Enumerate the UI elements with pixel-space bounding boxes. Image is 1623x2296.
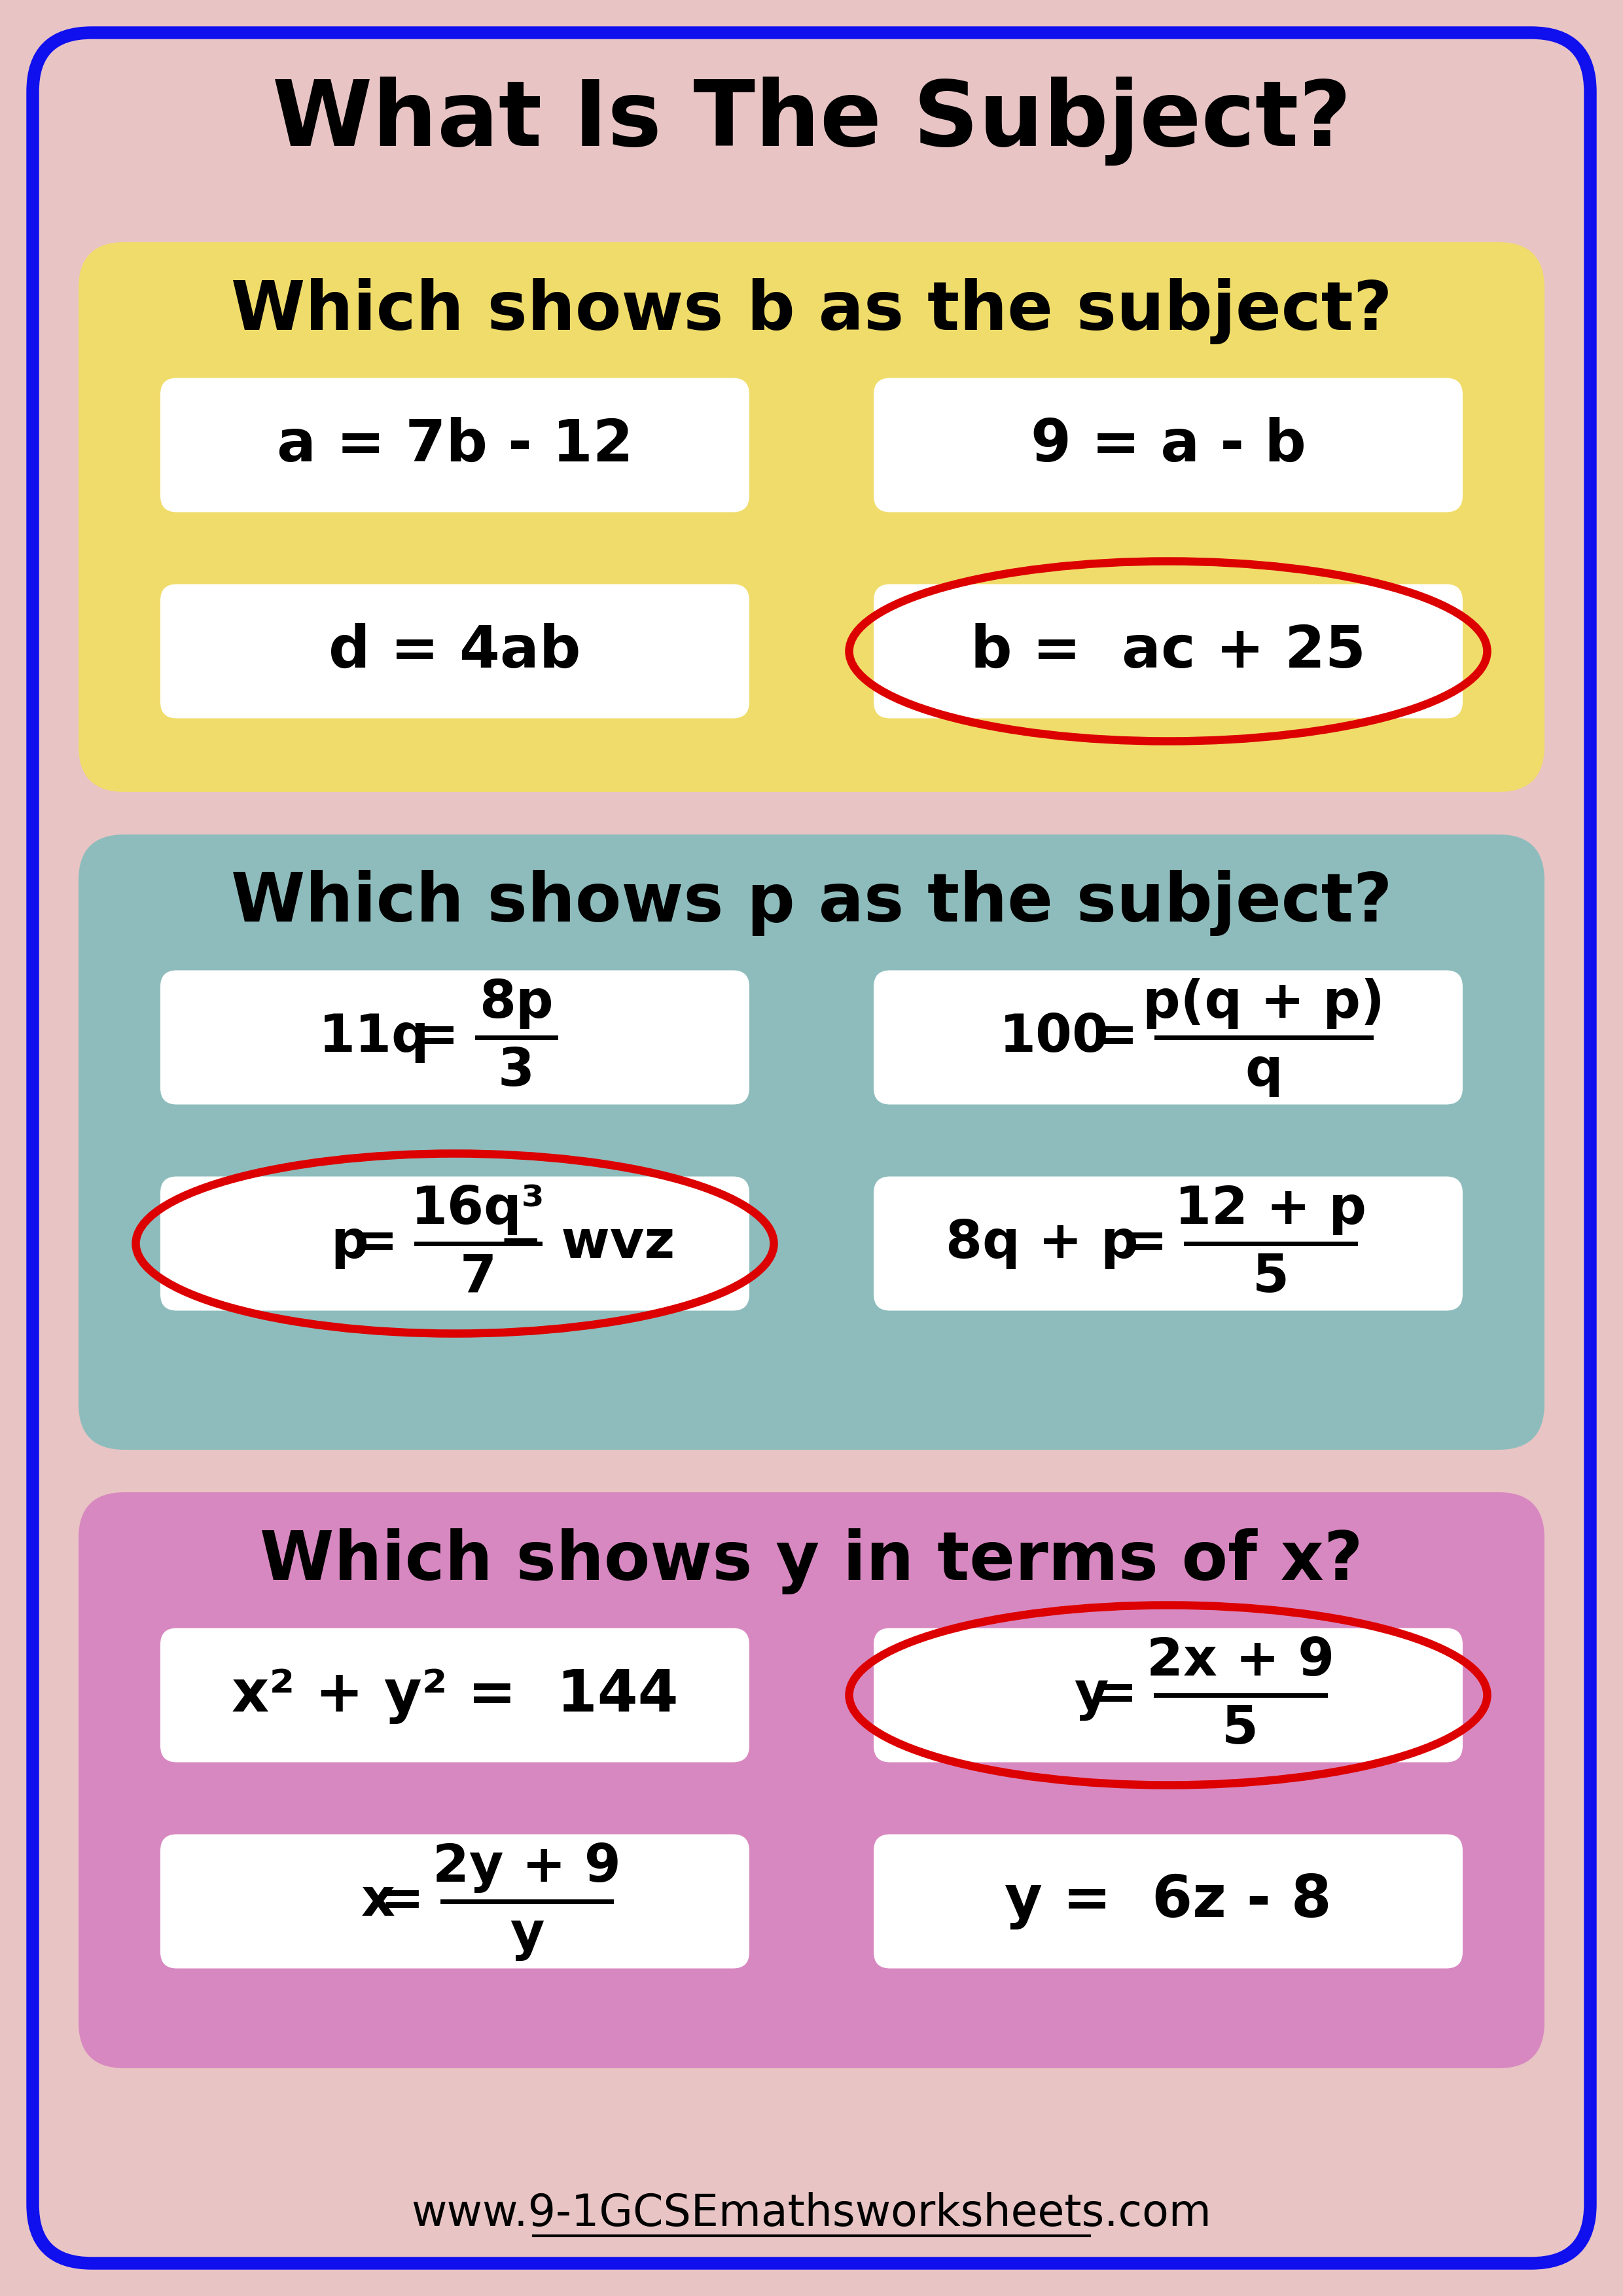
Text: =: =: [1123, 1219, 1167, 1270]
Text: 2y + 9: 2y + 9: [433, 1841, 622, 1892]
Text: − wvz: − wvz: [498, 1219, 675, 1270]
Text: 3: 3: [498, 1047, 534, 1097]
FancyBboxPatch shape: [78, 1492, 1545, 2069]
Text: 11q: 11q: [318, 1013, 430, 1063]
Text: b =  ac + 25: b = ac + 25: [971, 622, 1367, 680]
Text: Which shows p as the subject?: Which shows p as the subject?: [230, 870, 1393, 937]
Text: 100: 100: [1000, 1013, 1109, 1063]
FancyBboxPatch shape: [161, 1835, 750, 1968]
FancyBboxPatch shape: [873, 1176, 1462, 1311]
FancyBboxPatch shape: [873, 1628, 1462, 1763]
Text: 7: 7: [459, 1251, 497, 1304]
Text: x: x: [360, 1876, 394, 1926]
Text: q: q: [1245, 1047, 1282, 1097]
Text: y: y: [1074, 1669, 1109, 1720]
Text: Which shows b as the subject?: Which shows b as the subject?: [230, 278, 1393, 344]
Text: =: =: [380, 1876, 424, 1926]
Text: =: =: [1094, 1669, 1138, 1720]
Text: p(q + p): p(q + p): [1143, 978, 1384, 1029]
FancyBboxPatch shape: [873, 971, 1462, 1104]
Text: What Is The Subject?: What Is The Subject?: [273, 76, 1350, 165]
FancyBboxPatch shape: [873, 1835, 1462, 1968]
Text: 2x + 9: 2x + 9: [1146, 1635, 1334, 1688]
Text: 8q + p: 8q + p: [946, 1219, 1139, 1270]
FancyBboxPatch shape: [873, 583, 1462, 719]
Text: www.9-1GCSEmathsworksheets.com: www.9-1GCSEmathsworksheets.com: [411, 2193, 1212, 2234]
Text: =: =: [354, 1219, 398, 1270]
Text: =: =: [1094, 1013, 1138, 1063]
Text: x² + y² =  144: x² + y² = 144: [232, 1667, 678, 1724]
FancyBboxPatch shape: [161, 583, 750, 719]
Text: 8p: 8p: [479, 978, 553, 1029]
Text: 12 + p: 12 + p: [1175, 1185, 1367, 1235]
Text: 9 = a - b: 9 = a - b: [1031, 416, 1307, 473]
FancyBboxPatch shape: [161, 971, 750, 1104]
FancyBboxPatch shape: [78, 241, 1545, 792]
Text: y: y: [510, 1910, 544, 1961]
Text: =: =: [415, 1013, 459, 1063]
FancyBboxPatch shape: [78, 833, 1545, 1449]
FancyBboxPatch shape: [161, 1628, 750, 1763]
Text: p: p: [331, 1219, 368, 1270]
Text: 5: 5: [1222, 1704, 1258, 1754]
FancyBboxPatch shape: [32, 32, 1591, 2264]
Text: a = 7b - 12: a = 7b - 12: [276, 416, 633, 473]
Text: y =  6z - 8: y = 6z - 8: [1005, 1874, 1331, 1931]
FancyBboxPatch shape: [161, 1176, 750, 1311]
Text: d = 4ab: d = 4ab: [329, 622, 581, 680]
FancyBboxPatch shape: [873, 379, 1462, 512]
FancyBboxPatch shape: [161, 379, 750, 512]
Text: 5: 5: [1253, 1251, 1289, 1304]
Text: Which shows y in terms of x?: Which shows y in terms of x?: [260, 1527, 1363, 1593]
Text: 16q³: 16q³: [411, 1185, 545, 1235]
